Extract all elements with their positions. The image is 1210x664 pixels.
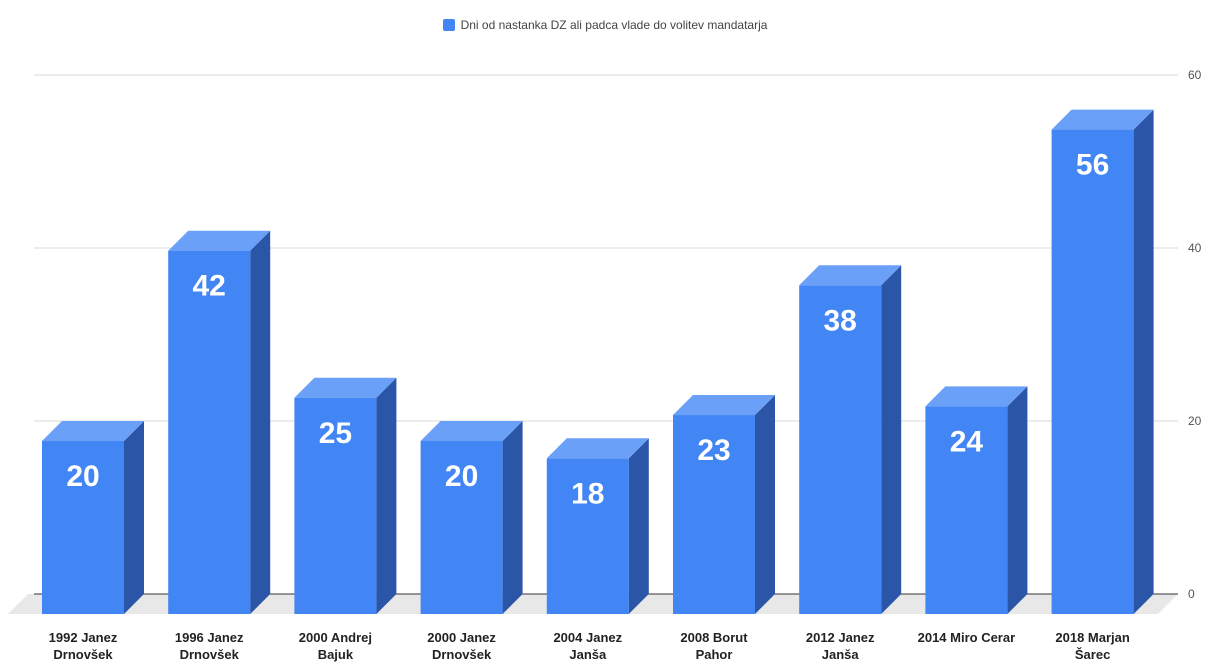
bar: 42 [168, 230, 271, 614]
data-label: 23 [697, 434, 730, 467]
bar-side [881, 265, 902, 614]
x-tick-label: 2014 Miro Cerar [918, 630, 1016, 645]
bar-front [294, 397, 377, 614]
data-label: 42 [193, 270, 226, 303]
y-tick-label: 60 [1188, 68, 1202, 82]
bar: 24 [925, 386, 1028, 614]
bar-side [250, 230, 271, 614]
bar-top [294, 377, 397, 398]
x-tick-label: 2018 Marjan Šarec [1055, 630, 1129, 662]
x-tick-label-line: Drnovšek [180, 647, 240, 662]
bar-front [1051, 129, 1134, 614]
x-tick-label-line: Janša [569, 647, 607, 662]
bar: 38 [799, 265, 902, 614]
bar: 18 [546, 438, 649, 614]
x-tick-label-line: Šarec [1075, 647, 1110, 662]
bar-top [420, 421, 523, 441]
bar-side [628, 438, 649, 614]
bar-top [799, 265, 902, 286]
y-tick-label: 0 [1188, 587, 1195, 601]
x-tick-label-line: 1996 Janez [175, 630, 244, 645]
data-label: 24 [950, 425, 984, 458]
x-tick-label: 2000 Andrej Bajuk [299, 630, 372, 662]
x-tick-label: 1992 Janez Drnovšek [49, 630, 118, 662]
bar-front [42, 441, 124, 614]
x-tick-label: 2012 Janez Janša [806, 630, 875, 662]
bar-front [673, 415, 755, 614]
bar-top [42, 421, 144, 441]
x-tick-label-line: Drnovšek [432, 647, 492, 662]
x-tick-label-line: 2008 Borut [680, 630, 748, 645]
x-tick-label-line: Bajuk [318, 647, 354, 662]
x-tick-label: 2004 Janez Janša [553, 630, 622, 662]
data-label: 25 [319, 417, 352, 450]
x-tick-label-line: 2018 Marjan [1055, 630, 1129, 645]
x-tick-label-line: Drnovšek [53, 647, 113, 662]
bar-front [799, 285, 882, 614]
bar-top [1051, 109, 1154, 130]
bar-front [546, 458, 629, 614]
data-label: 20 [66, 460, 99, 493]
data-label: 56 [1076, 149, 1109, 182]
x-tick-label-line: Janša [822, 647, 860, 662]
bar-top [673, 395, 775, 416]
y-tick-label: 20 [1188, 414, 1202, 428]
bar-side [124, 421, 144, 614]
legend-swatch [442, 19, 455, 31]
bar: 20 [420, 421, 523, 614]
bar-top [168, 230, 271, 251]
data-label: 20 [445, 460, 478, 493]
x-tick-label-line: 2004 Janez [553, 630, 622, 645]
data-label: 18 [571, 477, 604, 510]
x-tick-label-line: 1992 Janez [49, 630, 118, 645]
bar: 20 [42, 421, 144, 614]
x-tick-label: 2000 Janez Drnovšek [427, 630, 496, 662]
bars: 20 42 25 20 18 23 38 24 56 [42, 109, 1154, 614]
bar-side [502, 421, 523, 614]
data-label: 38 [824, 304, 857, 337]
bar-side [1133, 109, 1154, 614]
bar-side [376, 377, 397, 614]
bar-side [1007, 386, 1028, 614]
legend: Dni od nastanka DZ ali padca vlade do vo… [0, 18, 1210, 32]
bar-front [168, 250, 251, 614]
bar: 56 [1051, 109, 1154, 614]
legend-label: Dni od nastanka DZ ali padca vlade do vo… [460, 18, 768, 32]
y-tick-label: 40 [1188, 241, 1202, 255]
x-tick-label: 1996 Janez Drnovšek [175, 630, 244, 662]
x-tick-label-line: Pahor [696, 647, 733, 662]
bar: 23 [673, 395, 775, 614]
x-tick-label-line: 2012 Janez [806, 630, 875, 645]
x-tick-label: 2008 Borut Pahor [680, 630, 748, 662]
bar: 25 [294, 377, 397, 614]
x-tick-label-line: 2000 Janez [427, 630, 496, 645]
bar-top [925, 386, 1028, 407]
x-tick-label-line: 2014 Miro Cerar [918, 630, 1016, 645]
x-tick-label-line: 2000 Andrej [299, 630, 372, 645]
bar-front [925, 406, 1008, 614]
bar-front [420, 441, 503, 614]
bar-top [546, 438, 649, 459]
bar-side [755, 395, 775, 614]
